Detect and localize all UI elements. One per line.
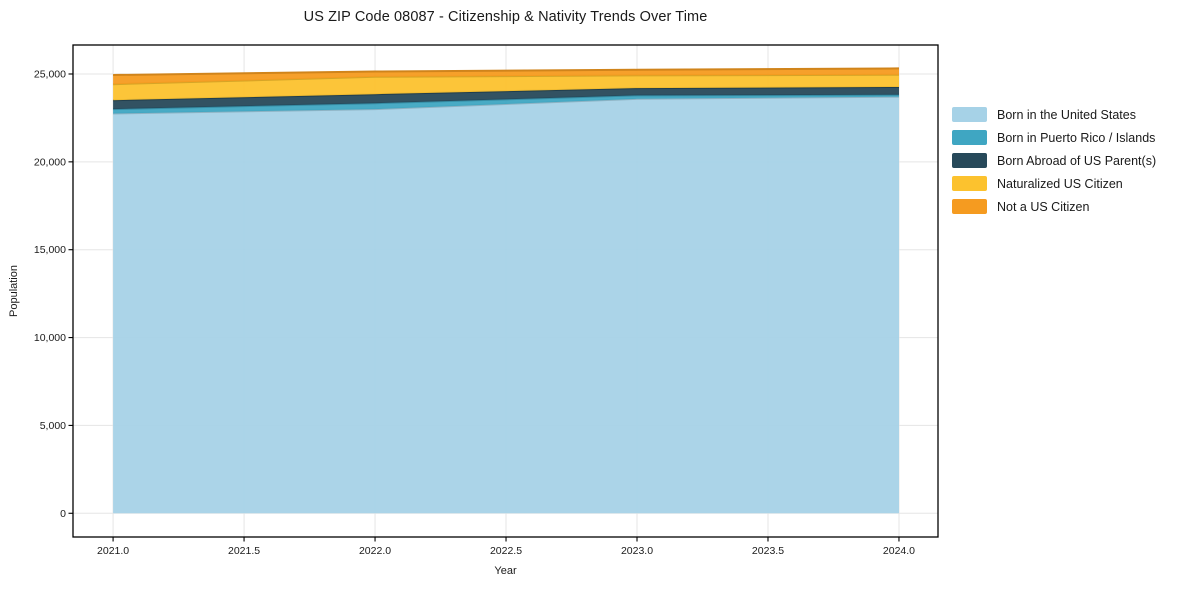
legend-swatch	[952, 199, 987, 214]
y-tick-label: 0	[60, 508, 66, 520]
area-series-1	[113, 94, 900, 114]
legend-swatch	[952, 130, 987, 145]
legend-label: Born Abroad of US Parent(s)	[997, 153, 1157, 168]
legend-item: Born in Puerto Rico / Islands	[952, 130, 1156, 145]
legend-item: Born Abroad of US Parent(s)	[952, 153, 1156, 168]
area-series-2	[113, 87, 900, 110]
legend-swatch	[952, 153, 987, 168]
x-tick-label: 2022.0	[359, 545, 391, 557]
legend: Born in the United States Born in Puerto …	[952, 107, 1156, 222]
area-series-4	[113, 68, 900, 85]
legend-label: Naturalized US Citizen	[997, 176, 1123, 191]
x-tick-label: 2021.5	[228, 545, 260, 557]
chart-title: US ZIP Code 08087 - Citizenship & Nativi…	[303, 9, 708, 25]
x-axis-label: Year	[494, 565, 517, 577]
legend-label: Not a US Citizen	[997, 199, 1090, 214]
y-tick-label: 15,000	[34, 244, 66, 256]
legend-item: Naturalized US Citizen	[952, 176, 1156, 191]
y-axis-label: Population	[8, 265, 20, 317]
x-tick-label: 2023.5	[752, 545, 784, 557]
area-series-3	[113, 74, 900, 101]
legend-swatch	[952, 176, 987, 191]
area-series-0	[113, 96, 900, 514]
legend-label: Born in the United States	[997, 107, 1136, 122]
x-tick-label: 2022.5	[490, 545, 522, 557]
legend-swatch	[952, 107, 987, 122]
legend-item: Not a US Citizen	[952, 199, 1156, 214]
x-tick-label: 2023.0	[621, 545, 653, 557]
y-tick-label: 10,000	[34, 332, 66, 344]
x-tick-label: 2021.0	[97, 545, 129, 557]
legend-item: Born in the United States	[952, 107, 1156, 122]
legend-label: Born in Puerto Rico / Islands	[997, 130, 1156, 145]
y-tick-label: 5,000	[40, 420, 66, 432]
y-tick-label: 25,000	[34, 68, 66, 80]
area-topline-4	[113, 67, 900, 76]
x-tick-label: 2024.0	[883, 545, 915, 557]
y-tick-label: 20,000	[34, 156, 66, 168]
